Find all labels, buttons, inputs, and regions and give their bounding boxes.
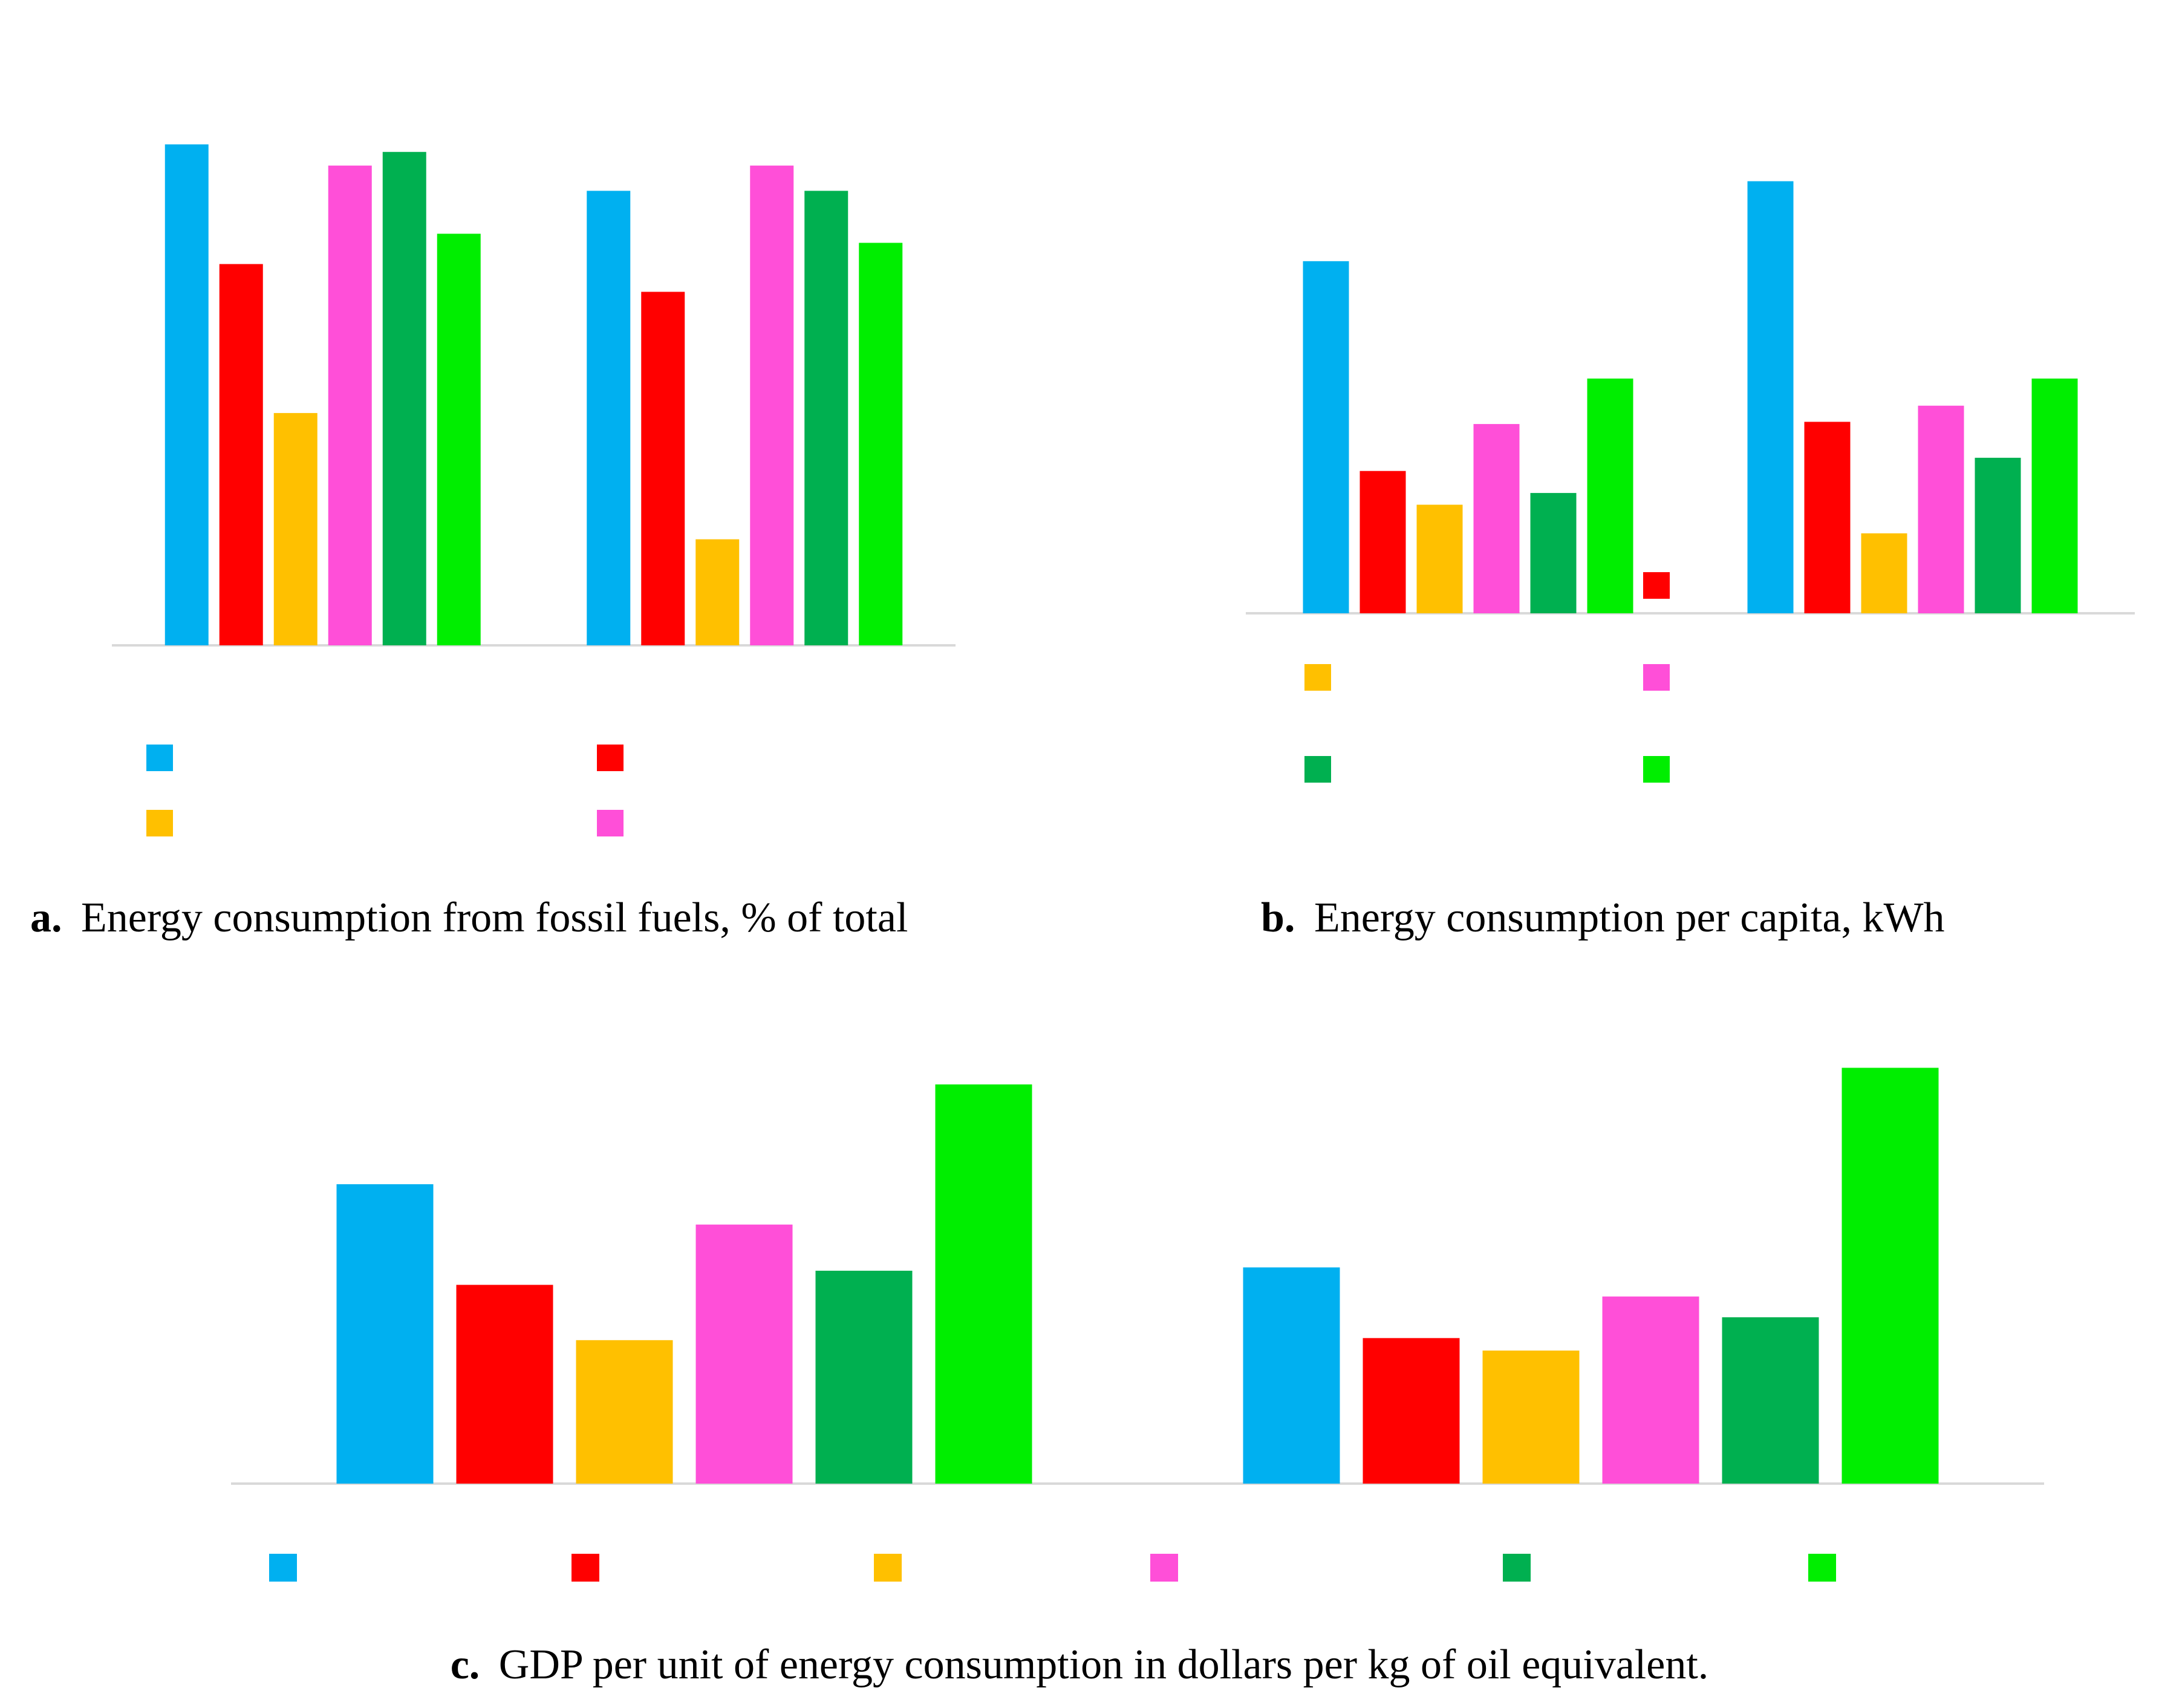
bar-kyrgyzstan-2023 [641,292,685,645]
legend-swatch-kazakhstan [1304,572,1331,599]
bar-kyrgyzstan-2023 [1363,1338,1460,1484]
bar-tajikistan-2023 [1482,1351,1580,1484]
bar-kazakhstan-2014 [336,1184,434,1484]
legend-swatch-tajikistan [874,1554,902,1582]
caption-a: a. Energy consumption from fossil fuels,… [30,895,908,941]
bar-uzbekistan-2014 [815,1271,913,1484]
bar-world-2023 [1841,1068,1939,1484]
caption-b: b. Energy consumption per capita, kWh [1261,895,1945,941]
bar-world-2023 [2031,378,2078,613]
legend-swatch-uzbekistan [1503,1554,1531,1582]
bar-kyrgyzstan-2015 [219,264,263,645]
bar-uzbekistan-2014 [1530,493,1577,613]
legend-swatch-uzbekistan [1304,756,1331,783]
bar-kazakhstan-2023 [587,191,631,645]
bar-turkmenistan-2014 [1473,424,1520,613]
legend-swatch-turkmenistan [1150,1554,1178,1582]
bar-turkmenistan-2023 [750,165,794,645]
bar-kyrgyzstan-2014 [456,1285,553,1484]
bar-kyrgyzstan-2023 [1804,422,1851,613]
bar-world-2014 [935,1084,1032,1484]
caption-a-prefix: a. [30,895,62,941]
caption-a-text: Energy consumption from fossil fuels, % … [81,895,908,941]
legend-swatch-kazakhstan [146,745,173,771]
bar-tajikistan-2014 [1416,504,1463,613]
bar-world-2015 [437,233,481,646]
bar-turkmenistan-2023 [1918,405,1964,613]
chart-b-energy-per-capita [1246,181,2135,783]
caption-b-prefix: b. [1261,895,1295,941]
bar-world-2014 [1587,378,1633,613]
legend-swatch-kyrgyzstan [572,1554,599,1582]
legend-swatch-world [1643,756,1670,783]
bar-kazakhstan-2015 [164,144,209,645]
bar-uzbekistan-2023 [1975,457,2021,613]
chart-a-fossil-fuel-share [112,144,956,836]
bar-uzbekistan-2015 [382,152,426,645]
caption-b-text: Energy consumption per capita, kWh [1314,895,1945,941]
legend-swatch-world [1808,1554,1836,1582]
legend-swatch-tajikistan [1304,664,1331,691]
bar-kazakhstan-2023 [1747,181,1794,613]
bar-tajikistan-2014 [576,1340,673,1484]
bar-tajikistan-2023 [1861,533,1907,613]
legend-swatch-turkmenistan [597,810,624,836]
bar-turkmenistan-2014 [695,1224,793,1484]
legend-swatch-tajikistan [146,810,173,836]
caption-c-text: GDP per unit of energy consumption in do… [499,1641,1708,1688]
caption-c-prefix: c. [451,1641,480,1688]
legend-swatch-kyrgyzstan [597,745,624,771]
chart-c-gdp-per-energy [231,1068,2044,1582]
caption-c: c. GDP per unit of energy consumption in… [451,1641,1709,1688]
legend-swatch-kazakhstan [269,1554,297,1582]
bar-turkmenistan-2015 [328,165,372,645]
bar-turkmenistan-2023 [1602,1296,1699,1484]
legend-swatch-kyrgyzstan [1643,572,1670,599]
bar-kyrgyzstan-2014 [1360,471,1406,613]
bar-tajikistan-2015 [273,412,318,645]
bar-uzbekistan-2023 [1722,1317,1819,1484]
bar-kazakhstan-2014 [1303,261,1349,613]
bar-kazakhstan-2023 [1243,1267,1340,1484]
bar-tajikistan-2023 [695,539,740,645]
bar-world-2023 [859,243,903,645]
legend-swatch-turkmenistan [1643,664,1670,691]
bar-uzbekistan-2023 [804,191,848,645]
